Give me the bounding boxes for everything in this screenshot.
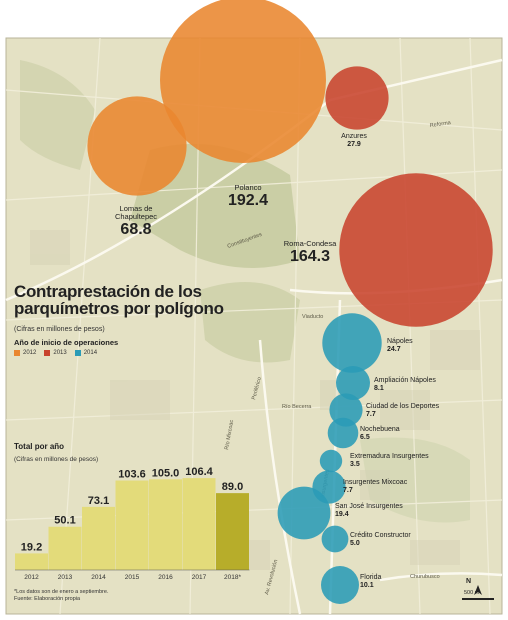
bar-chart: 19.2 2012 50.1 2013 73.1 2014 103.6 2015 105.0 20… (15, 466, 250, 581)
street-label: Río Mixcoac (224, 419, 235, 450)
bar-2012 (15, 553, 48, 570)
map-subtitle: (Cifras en millones de pesos) (14, 326, 105, 333)
bar-value-label: 103.6 (118, 469, 146, 481)
bar-value-label: 50.1 (54, 515, 75, 527)
scale-label: 500 m (464, 590, 480, 596)
bar-2018* (216, 493, 249, 570)
legend-item-2012: 2012 (14, 350, 36, 356)
bar-value-label: 106.4 (185, 466, 213, 478)
bubble-anzures (325, 66, 389, 130)
bubble-n-poles (322, 313, 382, 373)
x-tick-label: 2016 (158, 574, 173, 581)
label-san-jose-insurgentes: San José Insurgentes 19.4 (335, 503, 403, 518)
legend-item-2014: 2014 (74, 350, 98, 356)
label-nochebuena: Nochebuena 6.5 (360, 426, 400, 441)
street-label: Río Becerra (282, 404, 312, 410)
street-label: Periférico (251, 377, 263, 401)
north-arrow-icon (474, 585, 482, 595)
label-ampliacion-napoles: Ampliación Nápoles 8.1 (374, 377, 436, 392)
label-credito-constructor: Crédito Constructor 5.0 (350, 532, 411, 547)
bubble-polanco (160, 0, 326, 163)
bar-2016 (149, 479, 182, 570)
bubble-lomas-de-chapultepec (87, 96, 187, 196)
legend-item-2013: 2013 (44, 350, 67, 356)
north-label: N (466, 578, 472, 585)
legend: 2012 2013 2014 (14, 350, 97, 356)
label-anzures: Anzures 27.9 (341, 133, 367, 148)
chart-title: Total por año (14, 442, 65, 451)
bar-2015 (115, 480, 149, 570)
park-west (20, 60, 95, 170)
bar-2017 (182, 478, 216, 570)
street-label: Reforma (429, 120, 452, 129)
label-ciudad-deportes: Ciudad de los Deportes 7.7 (366, 403, 440, 418)
legend-title: Año de inicio de operaciones (14, 338, 119, 347)
x-tick-label: 2012 (24, 574, 39, 581)
x-tick-label: 2013 (58, 574, 73, 581)
x-tick-label: 2017 (192, 574, 207, 581)
label-lomas: Lomas de Chapultepec 68.8 (114, 204, 158, 239)
bubble-layer (87, 0, 493, 604)
bar-2013 (48, 526, 82, 570)
footnote-source: Fuente: Elaboración propia (14, 596, 81, 602)
x-tick-label: 2018* (224, 574, 241, 581)
bar-2014 (82, 506, 115, 570)
legend-label: 2012 (23, 350, 37, 356)
bubble-nochebuena (327, 417, 359, 449)
bar-value-label: 19.2 (21, 541, 42, 553)
bubble-san-jos-insurgentes (277, 486, 331, 540)
bubble-roma-condesa (339, 173, 493, 327)
footnote: *Los datos son de enero a septiembre. Fu… (14, 589, 214, 603)
scale-bar (462, 598, 494, 600)
label-extremadura: Extremadura Insurgentes 3.5 (350, 453, 429, 468)
footnote-line: *Los datos son de enero a septiembre. (14, 589, 109, 595)
legend-label: 2014 (83, 350, 98, 356)
street-label: Churubusco (410, 574, 440, 580)
x-tick-label: 2015 (125, 574, 140, 581)
bubble-florida (321, 566, 359, 604)
label-florida: Florida 10.1 (360, 574, 382, 589)
chart-subtitle: (Cifras en millones de pesos) (14, 456, 99, 463)
bar-value-label: 89.0 (222, 481, 243, 493)
legend-label: 2013 (53, 350, 67, 356)
bubble-ciudad-de-los-deportes (329, 393, 363, 427)
legend-swatch (14, 350, 20, 356)
bar-value-label: 105.0 (152, 467, 180, 479)
legend-swatch (74, 350, 81, 356)
label-roma-condesa: Roma-Condesa 164.3 (283, 239, 337, 266)
label-polanco: Polanco 192.4 (227, 183, 269, 210)
bubble-cr-dito-constructor (321, 525, 349, 553)
label-napoles: Nápoles 24.7 (387, 338, 413, 353)
bubble-extremadura-insurgentes (319, 449, 343, 473)
street-label: Viaducto (302, 314, 323, 320)
legend-swatch (44, 350, 51, 356)
bar-value-label: 73.1 (88, 495, 109, 507)
label-insurgentes-mixcoac: Insurgentes Mixcoac 7.7 (343, 479, 408, 494)
park-area (200, 282, 300, 363)
bubble-ampliaci-n-n-poles (336, 366, 370, 400)
x-tick-label: 2014 (91, 574, 106, 581)
map-title: Contraprestación de los parquímetros por… (14, 282, 224, 318)
